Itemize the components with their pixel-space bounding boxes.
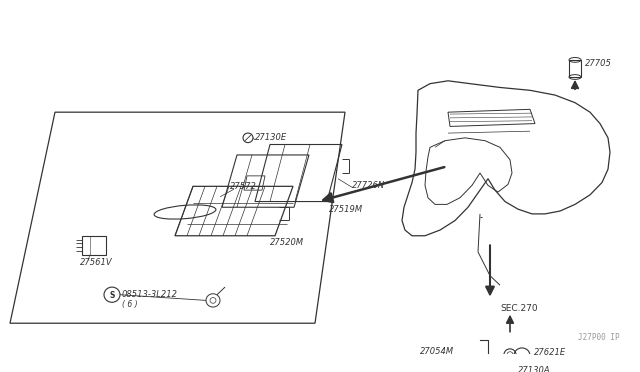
Text: 27519M: 27519M — [329, 205, 363, 214]
Text: 27130A: 27130A — [518, 366, 550, 372]
Text: 27726N: 27726N — [352, 181, 385, 190]
Text: 27054M: 27054M — [420, 347, 454, 356]
Text: S: S — [109, 291, 115, 300]
Text: 08513-3L212: 08513-3L212 — [122, 290, 178, 299]
Text: J27P00 IP: J27P00 IP — [579, 333, 620, 342]
Text: 27561V: 27561V — [80, 258, 113, 267]
Bar — [82, 236, 106, 255]
Bar — [569, 60, 581, 77]
Text: 27520M: 27520M — [270, 238, 304, 247]
Text: 27621E: 27621E — [534, 348, 566, 357]
Text: 27572: 27572 — [230, 182, 257, 191]
Text: ( 6 ): ( 6 ) — [122, 300, 138, 309]
Text: SEC.270: SEC.270 — [500, 304, 538, 314]
Text: 27705: 27705 — [585, 59, 612, 68]
Text: 27130E: 27130E — [255, 133, 287, 142]
